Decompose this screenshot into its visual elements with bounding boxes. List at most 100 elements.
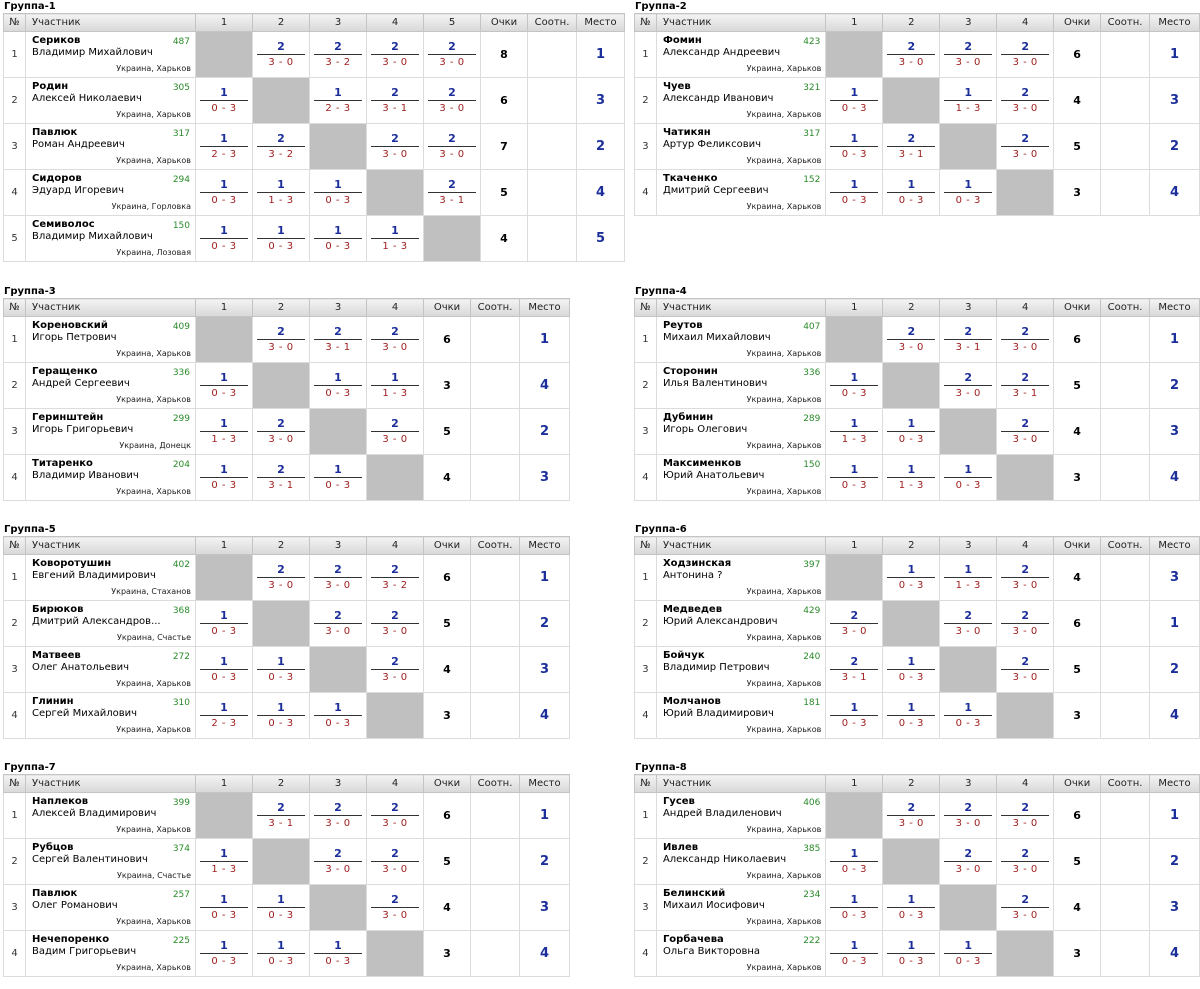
player-cell[interactable]: Сидоров 294 Эдуард Игоревич Украина, Горлов… — [25, 169, 196, 216]
match-result-cell[interactable]: 2 3 - 0 — [252, 408, 310, 455]
match-result-cell[interactable]: 1 0 - 3 — [825, 454, 884, 501]
match-result-cell[interactable]: 2 3 - 1 — [252, 792, 310, 839]
match-result-cell[interactable]: 1 0 - 3 — [195, 884, 253, 931]
match-result-cell[interactable]: 2 3 - 0 — [996, 792, 1055, 839]
match-result-cell[interactable]: 2 3 - 1 — [996, 362, 1055, 409]
match-result-cell[interactable]: 2 3 - 1 — [939, 316, 998, 363]
match-result-cell[interactable]: 2 3 - 0 — [882, 792, 941, 839]
match-result-cell[interactable]: 1 0 - 3 — [939, 169, 998, 216]
player-cell[interactable]: Максименков 150 Юрий Анатольевич Украина, Х… — [655, 454, 827, 501]
player-cell[interactable]: Семиволос 150 Владимир Михайлович Украина, … — [25, 215, 196, 262]
match-result-cell[interactable]: 1 0 - 3 — [309, 215, 367, 262]
match-result-cell[interactable]: 1 0 - 3 — [195, 646, 253, 693]
player-last-name[interactable]: Геринштейн — [32, 412, 104, 423]
match-result-cell[interactable]: 2 3 - 0 — [882, 31, 941, 78]
match-result-cell[interactable]: 2 3 - 0 — [252, 316, 310, 363]
match-result-cell[interactable]: 2 3 - 2 — [252, 123, 310, 170]
match-result-cell[interactable]: 1 0 - 3 — [939, 692, 998, 739]
match-result-cell[interactable]: 1 0 - 3 — [309, 362, 367, 409]
match-result-cell[interactable]: 2 3 - 0 — [309, 838, 367, 885]
match-result-cell[interactable]: 2 3 - 0 — [996, 600, 1055, 647]
match-result-cell[interactable]: 1 2 - 3 — [309, 77, 367, 124]
player-cell[interactable]: Ходзинская 397 Антонина ? Украина, Харьков — [655, 554, 827, 601]
match-result-cell[interactable]: 1 0 - 3 — [825, 930, 884, 977]
match-result-cell[interactable]: 1 0 - 3 — [882, 646, 941, 693]
match-result-cell[interactable]: 1 0 - 3 — [825, 838, 884, 885]
player-last-name[interactable]: Кореновский — [32, 320, 108, 331]
match-result-cell[interactable]: 2 3 - 2 — [309, 31, 367, 78]
match-result-cell[interactable]: 2 3 - 0 — [366, 600, 424, 647]
player-cell[interactable]: Чатикян 317 Артур Феликсович Украина, Харьк… — [655, 123, 827, 170]
player-last-name[interactable]: Сериков — [32, 35, 81, 46]
match-result-cell[interactable]: 1 0 - 3 — [825, 77, 884, 124]
match-result-cell[interactable]: 2 3 - 0 — [366, 838, 424, 885]
player-last-name[interactable]: Родин — [32, 81, 69, 92]
player-last-name[interactable]: Семиволос — [32, 219, 95, 230]
player-cell[interactable]: Сериков 487 Владимир Михайлович Украина, Ха… — [25, 31, 196, 78]
match-result-cell[interactable]: 2 3 - 0 — [252, 31, 310, 78]
player-cell[interactable]: Сторонин 336 Илья Валентинович Украина, Хар… — [655, 362, 827, 409]
match-result-cell[interactable]: 1 0 - 3 — [195, 77, 253, 124]
player-cell[interactable]: Молчанов 181 Юрий Владимирович Украина, Хар… — [655, 692, 827, 739]
match-result-cell[interactable]: 1 2 - 3 — [195, 123, 253, 170]
match-result-cell[interactable]: 2 3 - 0 — [996, 123, 1055, 170]
match-result-cell[interactable]: 1 1 - 3 — [939, 554, 998, 601]
match-result-cell[interactable]: 1 1 - 3 — [195, 408, 253, 455]
player-last-name[interactable]: Глинин — [32, 696, 74, 707]
match-result-cell[interactable]: 1 0 - 3 — [882, 930, 941, 977]
match-result-cell[interactable]: 2 3 - 0 — [882, 316, 941, 363]
player-last-name[interactable]: Рубцов — [32, 842, 74, 853]
match-result-cell[interactable]: 2 3 - 0 — [366, 792, 424, 839]
player-cell[interactable]: Матвеев 272 Олег Анатольевич Украина, Харьк… — [25, 646, 196, 693]
match-result-cell[interactable]: 2 3 - 0 — [309, 554, 367, 601]
player-last-name[interactable]: Наплеков — [32, 796, 89, 807]
match-result-cell[interactable]: 1 1 - 3 — [195, 838, 253, 885]
player-cell[interactable]: Реутов 407 Михаил Михайлович Украина, Харьк… — [655, 316, 827, 363]
match-result-cell[interactable]: 2 3 - 0 — [996, 316, 1055, 363]
player-cell[interactable]: Кореновский 409 Игорь Петрович Украина, Хар… — [25, 316, 196, 363]
player-cell[interactable]: Бирюков 368 Дмитрий Александров... Украина,… — [25, 600, 196, 647]
match-result-cell[interactable]: 1 0 - 3 — [195, 362, 253, 409]
match-result-cell[interactable]: 1 0 - 3 — [309, 169, 367, 216]
player-last-name[interactable]: Горбачева — [662, 934, 724, 945]
player-last-name[interactable]: Максименков — [662, 458, 742, 469]
match-result-cell[interactable]: 1 0 - 3 — [309, 930, 367, 977]
match-result-cell[interactable]: 1 1 - 3 — [366, 215, 424, 262]
match-result-cell[interactable]: 1 0 - 3 — [195, 169, 253, 216]
player-last-name[interactable]: Ходзинская — [662, 558, 732, 569]
player-cell[interactable]: Ивлев 385 Александр Николаевич Украина, Хар… — [655, 838, 827, 885]
player-last-name[interactable]: Сидоров — [32, 173, 82, 184]
match-result-cell[interactable]: 1 0 - 3 — [252, 215, 310, 262]
player-last-name[interactable]: Чатикян — [662, 127, 711, 138]
player-cell[interactable]: Чуев 321 Александр Иванович Украина, Харько… — [655, 77, 827, 124]
player-cell[interactable]: Дубинин 289 Игорь Олегович Украина, Харьков — [655, 408, 827, 455]
match-result-cell[interactable]: 2 3 - 0 — [366, 884, 424, 931]
player-last-name[interactable]: Белинский — [662, 888, 726, 899]
match-result-cell[interactable]: 2 3 - 0 — [939, 362, 998, 409]
match-result-cell[interactable]: 1 0 - 3 — [252, 692, 310, 739]
player-cell[interactable]: Наплеков 399 Алексей Владимирович Украина, … — [25, 792, 196, 839]
match-result-cell[interactable]: 1 0 - 3 — [882, 884, 941, 931]
match-result-cell[interactable]: 2 3 - 0 — [996, 838, 1055, 885]
player-last-name[interactable]: Бирюков — [32, 604, 84, 615]
match-result-cell[interactable]: 1 0 - 3 — [825, 123, 884, 170]
player-cell[interactable]: Павлюк 257 Олег Романович Украина, Харьков — [25, 884, 196, 931]
match-result-cell[interactable]: 2 3 - 0 — [996, 77, 1055, 124]
match-result-cell[interactable]: 1 0 - 3 — [882, 408, 941, 455]
player-last-name[interactable]: Павлюк — [32, 888, 78, 899]
match-result-cell[interactable]: 2 3 - 0 — [366, 31, 424, 78]
match-result-cell[interactable]: 1 1 - 3 — [825, 408, 884, 455]
player-cell[interactable]: Родин 305 Алексей Николаевич Украина, Харьк… — [25, 77, 196, 124]
match-result-cell[interactable]: 2 3 - 0 — [939, 792, 998, 839]
match-result-cell[interactable]: 2 3 - 0 — [252, 554, 310, 601]
match-result-cell[interactable]: 2 3 - 0 — [939, 838, 998, 885]
player-cell[interactable]: Титаренко 204 Владимир Иванович Украина, Ха… — [25, 454, 196, 501]
player-cell[interactable]: Коворотушин 402 Евгений Владимирович Украин… — [25, 554, 196, 601]
match-result-cell[interactable]: 2 3 - 0 — [996, 554, 1055, 601]
match-result-cell[interactable]: 2 3 - 1 — [882, 123, 941, 170]
player-last-name[interactable]: Молчанов — [662, 696, 721, 707]
player-cell[interactable]: Белинский 234 Михаил Иосифович Украина, Хар… — [655, 884, 827, 931]
match-result-cell[interactable]: 1 0 - 3 — [939, 930, 998, 977]
player-cell[interactable]: Рубцов 374 Сергей Валентинович Украина, Сча… — [25, 838, 196, 885]
match-result-cell[interactable]: 2 3 - 0 — [366, 316, 424, 363]
